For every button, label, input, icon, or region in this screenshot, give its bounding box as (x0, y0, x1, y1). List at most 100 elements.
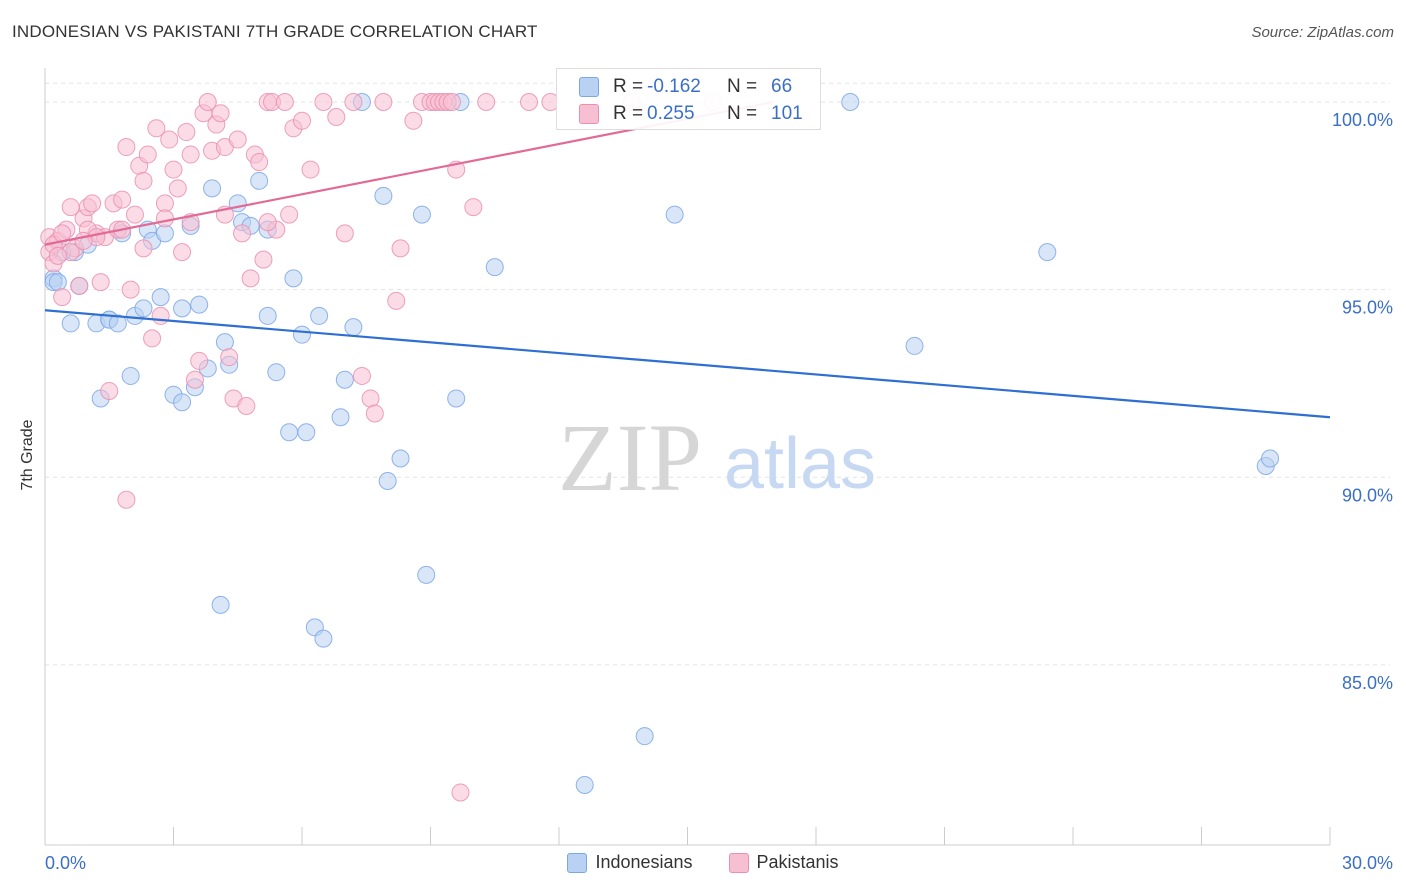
data-point (464, 198, 483, 217)
data-point (352, 366, 371, 385)
axes (44, 68, 1331, 846)
legend-item-pakistanis[interactable]: Pakistanis (728, 852, 839, 873)
r-label: R = (613, 103, 644, 124)
data-point (143, 329, 162, 348)
data-point (233, 224, 252, 243)
data-point (155, 224, 174, 243)
data-point (331, 408, 350, 427)
data-point (151, 288, 170, 307)
data-point (53, 288, 72, 307)
data-point (48, 273, 67, 292)
legend-swatch-indonesians (567, 852, 588, 873)
data-point (905, 336, 924, 355)
data-point (387, 291, 406, 310)
data-point (293, 111, 311, 130)
data-point (275, 93, 294, 112)
trend-line-indonesians (44, 309, 1331, 419)
data-point (237, 396, 256, 415)
y-axis-label: 7th Grade (19, 419, 36, 491)
gridlines (45, 82, 1390, 666)
data-point (113, 190, 132, 209)
data-point (211, 595, 230, 614)
stats-row-pakistanis: R = 0.255 N = 101 (579, 101, 803, 127)
data-point (125, 205, 144, 224)
data-point (203, 179, 222, 198)
watermark: ZIP atlas (558, 404, 876, 511)
chart-title: INDONESIAN VS PAKISTANI 7TH GRADE CORREL… (12, 22, 538, 41)
data-point (391, 449, 410, 468)
legend-label: Pakistanis (756, 852, 839, 872)
data-point (280, 423, 299, 442)
data-point (404, 111, 423, 130)
data-point (1038, 243, 1057, 262)
y-tick-label: 85.0% (1342, 673, 1393, 693)
n-value: 101 (771, 103, 803, 124)
data-point (211, 104, 230, 123)
stats-legend: R = -0.162 N = 66 R = 0.255 N = 101 (556, 68, 821, 130)
data-point (228, 130, 247, 149)
data-point (447, 389, 466, 408)
data-point (280, 205, 299, 224)
data-point (177, 123, 196, 142)
data-point (181, 145, 200, 164)
data-point (665, 205, 684, 224)
data-point (520, 93, 539, 112)
data-point (412, 205, 431, 224)
r-label: R = (613, 76, 644, 97)
legend-item-indonesians[interactable]: Indonesians (567, 852, 693, 873)
data-point (327, 108, 346, 127)
data-points (40, 93, 1280, 802)
data-point (220, 348, 239, 367)
data-point (241, 269, 260, 288)
data-point (254, 250, 273, 269)
r-value: 0.255 (647, 103, 695, 124)
data-point (314, 93, 333, 112)
legend-swatch-pakistanis (579, 104, 599, 124)
source-credit: Source: ZipAtlas.com (1251, 24, 1394, 41)
data-point (151, 306, 170, 325)
data-point (83, 194, 102, 213)
data-point (442, 93, 461, 112)
data-point (361, 389, 380, 408)
data-point (378, 472, 397, 491)
data-point (258, 306, 277, 325)
data-point (117, 138, 136, 157)
data-point (374, 93, 393, 112)
legend-label: Indonesians (595, 852, 693, 872)
y-tick-label: 90.0% (1342, 485, 1393, 505)
watermark-atlas: atlas (724, 424, 876, 504)
legend-swatch-indonesians (579, 77, 599, 97)
data-point (391, 239, 410, 258)
data-point (134, 171, 153, 190)
data-point (485, 258, 504, 277)
data-point (121, 366, 140, 385)
data-point (477, 93, 496, 112)
data-point (198, 93, 217, 112)
data-point (168, 179, 187, 198)
trend-lines (44, 100, 1331, 419)
data-point (451, 783, 470, 802)
data-point (250, 153, 269, 172)
n-value: 66 (771, 76, 793, 97)
data-point (147, 119, 166, 138)
data-point (267, 363, 286, 382)
series-legend: Indonesians Pakistanis (0, 852, 1406, 873)
data-point (91, 273, 110, 292)
r-value: -0.162 (647, 76, 701, 97)
stats-row-indonesians: R = -0.162 N = 66 (579, 74, 792, 100)
data-point (117, 490, 136, 509)
watermark-zip: ZIP (558, 404, 702, 511)
data-point (155, 194, 174, 213)
y-tick-label: 100.0% (1332, 110, 1393, 130)
data-point (155, 209, 174, 228)
data-point (417, 565, 436, 584)
data-point (344, 318, 363, 337)
data-point (138, 145, 157, 164)
n-label: N = (727, 103, 758, 124)
data-point (344, 93, 363, 112)
data-point (121, 280, 140, 299)
data-point (310, 306, 329, 325)
data-point (173, 299, 192, 318)
data-point (314, 629, 333, 648)
data-point (215, 333, 234, 352)
